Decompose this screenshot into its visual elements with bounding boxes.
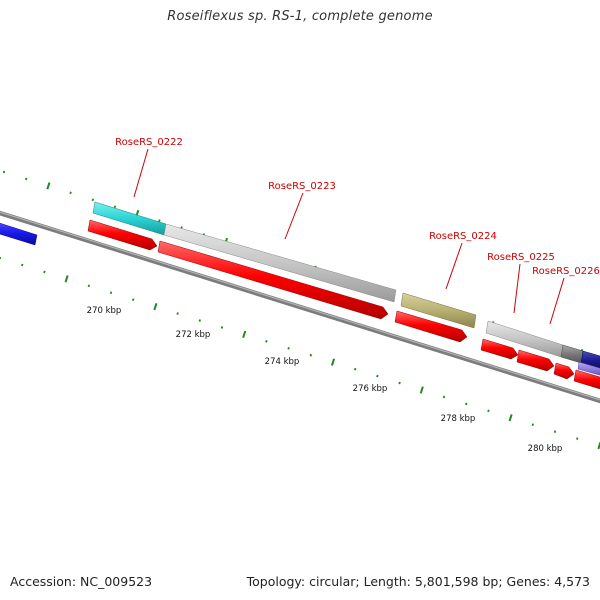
gene-label-leader	[513, 263, 521, 314]
genome-summary-text: Topology: circular; Length: 5,801,598 bp…	[246, 574, 590, 589]
minor-tick	[113, 205, 117, 209]
inner-tick-track	[0, 256, 600, 450]
minor-tick	[21, 263, 24, 267]
cds-arrow-roseRS-0224[interactable]	[394, 310, 468, 343]
minor-tick	[25, 177, 28, 181]
minor-tick	[91, 198, 94, 202]
major-tick	[153, 302, 158, 311]
axis-tick-label: 278 kbp	[441, 414, 476, 424]
gene-label-roseRS-0223: RoseRS_0223	[268, 181, 336, 192]
axis-tick-label: 280 kbp	[528, 444, 563, 454]
minor-tick	[158, 219, 161, 222]
major-tick	[64, 275, 69, 283]
minor-tick	[553, 430, 557, 433]
minor-tick	[2, 170, 6, 174]
gene-feature-roseRS-0224[interactable]	[400, 292, 477, 329]
minor-tick	[376, 374, 379, 378]
gene-feature-blue[interactable]	[0, 220, 38, 246]
minor-tick	[576, 437, 579, 440]
minor-tick	[220, 326, 224, 329]
cds-arrow-next-2[interactable]	[573, 369, 600, 392]
minor-tick	[531, 423, 534, 427]
axis-tick-label: 270 kbp	[87, 306, 122, 316]
minor-tick	[198, 319, 201, 322]
axis-tick-label: 274 kbp	[265, 357, 300, 367]
cds-arrow-roseRS-0226[interactable]	[516, 349, 555, 372]
axis-tick-label: 276 kbp	[353, 384, 388, 394]
minor-tick	[354, 367, 357, 371]
major-tick	[330, 358, 336, 366]
axis-tick-label: 272 kbp	[176, 330, 211, 340]
gene-label-roseRS-0225: RoseRS_0225	[487, 252, 555, 263]
minor-tick	[109, 291, 113, 295]
gene-feature-roseRS-0223[interactable]	[163, 223, 397, 303]
minor-tick	[265, 340, 268, 343]
gene-label-roseRS-0224: RoseRS_0224	[429, 231, 497, 242]
major-tick	[419, 386, 424, 394]
minor-tick	[487, 409, 490, 413]
minor-tick	[132, 298, 135, 301]
gene-label-leader	[549, 277, 565, 325]
minor-tick	[442, 395, 446, 399]
minor-tick	[465, 402, 468, 406]
minor-tick	[398, 381, 401, 385]
minor-tick	[287, 346, 290, 350]
cds-arrow-roseRS-0223[interactable]	[157, 240, 389, 320]
major-tick	[242, 330, 247, 339]
minor-tick	[69, 191, 72, 195]
major-tick	[597, 441, 600, 450]
gene-label-leader	[133, 148, 149, 198]
gene-label-leader	[284, 192, 304, 240]
minor-tick	[43, 270, 46, 274]
minor-tick	[309, 353, 312, 357]
genome-backbone-highlight	[0, 211, 600, 401]
genome-backbone	[0, 210, 600, 404]
cds-arrow-roseRS-0225[interactable]	[480, 338, 519, 360]
cds-arrow-roseRS-0222[interactable]	[87, 219, 158, 251]
major-tick	[46, 182, 51, 190]
gene-feature-roseRS-0226[interactable]	[560, 344, 584, 364]
minor-tick	[176, 312, 179, 315]
accession-text: Accession: NC_009523	[10, 574, 153, 589]
gene-label-roseRS-0222: RoseRS_0222	[115, 137, 183, 148]
map-title: Roseiflexus sp. RS-1, complete genome	[167, 9, 433, 24]
major-tick	[508, 414, 513, 422]
gene-label-leader	[445, 242, 463, 290]
gene-label-roseRS-0226: RoseRS_0226	[532, 266, 600, 277]
cds-arrow-next-1[interactable]	[553, 362, 575, 380]
minor-tick	[87, 284, 90, 288]
